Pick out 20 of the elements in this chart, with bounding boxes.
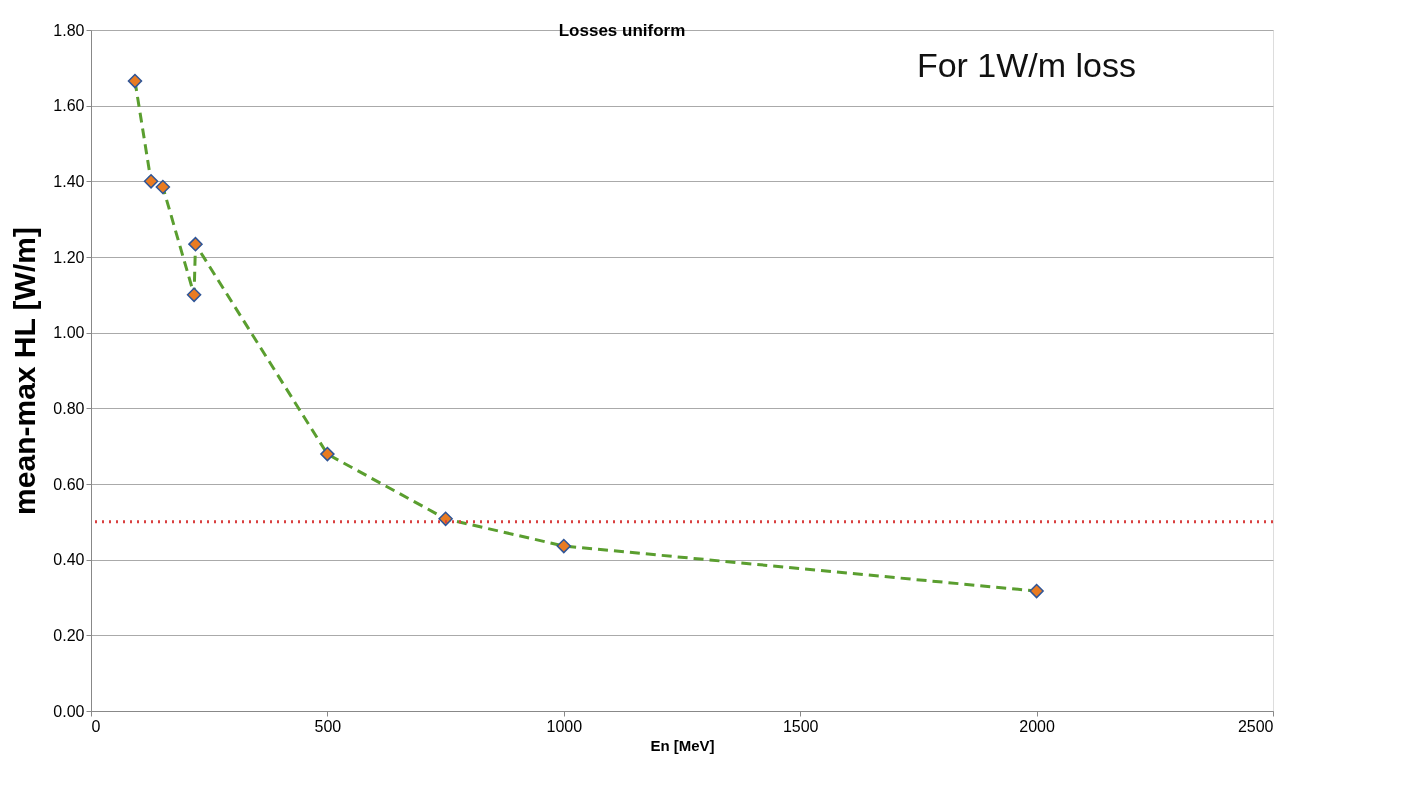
x-tick-label: 0	[91, 717, 101, 735]
x-tick-label: 1500	[782, 717, 819, 735]
y-tick-label: 0.40	[53, 551, 85, 569]
x-tick-label: 1000	[546, 717, 583, 735]
y-axis-title: mean-max HL [W/m]	[8, 227, 42, 515]
x-tick-label: 2000	[1019, 717, 1055, 735]
y-tick-label: 1.80	[53, 21, 85, 39]
annotation: For 1W/m loss	[916, 46, 1136, 84]
y-tick-label: 0.60	[53, 475, 85, 493]
y-tick-label: 1.20	[53, 248, 85, 266]
x-axis-title: En [MeV]	[650, 736, 715, 754]
x-tick-label: 2500	[1237, 717, 1274, 735]
y-tick-label: 1.00	[53, 324, 85, 342]
x-tick-label: 500	[314, 717, 342, 735]
y-tick-label: 1.60	[53, 97, 85, 115]
y-tick-label: 0.80	[53, 399, 85, 417]
chart-title: Losses uniform	[558, 21, 686, 40]
y-tick-label: 1.40	[53, 172, 85, 190]
y-tick-label: 0.20	[53, 626, 85, 644]
y-tick-label: 0.00	[53, 702, 85, 720]
